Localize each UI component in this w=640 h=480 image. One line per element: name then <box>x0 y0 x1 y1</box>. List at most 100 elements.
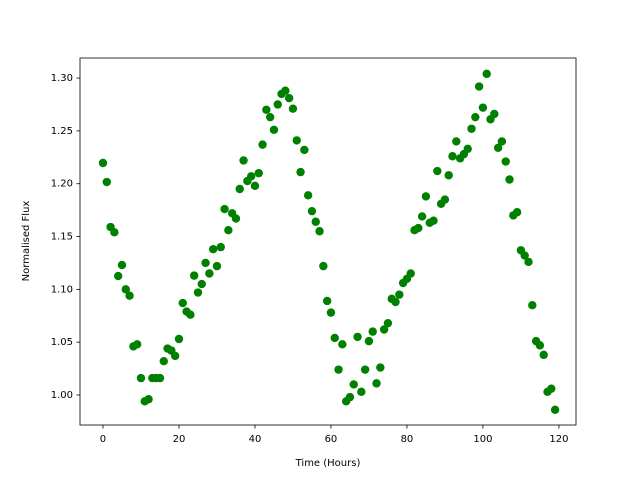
point <box>372 379 381 388</box>
point <box>379 325 389 334</box>
point <box>360 365 370 374</box>
point <box>326 308 336 317</box>
y-tick-label: 1.00 <box>51 390 73 401</box>
point <box>417 212 427 221</box>
point <box>220 204 229 214</box>
point <box>212 261 222 271</box>
point <box>512 208 522 217</box>
point <box>224 225 233 235</box>
point <box>284 93 294 103</box>
point <box>524 257 533 267</box>
point <box>296 167 305 177</box>
point <box>311 217 320 226</box>
point <box>300 145 309 155</box>
point <box>254 168 263 178</box>
x-tick-label: 40 <box>249 434 262 445</box>
point <box>414 223 423 233</box>
y-tick-label: 1.10 <box>51 284 73 295</box>
point <box>205 269 214 278</box>
point <box>170 351 180 361</box>
point <box>307 206 317 216</box>
point <box>357 387 366 397</box>
point <box>186 310 195 319</box>
point <box>474 82 484 91</box>
point <box>113 271 123 281</box>
point <box>497 137 507 146</box>
point <box>421 192 431 201</box>
point <box>144 395 153 404</box>
point <box>353 332 362 342</box>
point <box>246 172 256 181</box>
point <box>235 184 244 194</box>
x-tick-label: 100 <box>473 434 492 445</box>
point <box>125 291 134 300</box>
point <box>201 258 210 268</box>
point <box>467 124 476 133</box>
y-tick-label: 1.05 <box>51 337 73 348</box>
point <box>376 363 385 372</box>
point <box>132 340 142 349</box>
point <box>189 271 199 280</box>
point <box>178 298 187 308</box>
point <box>269 125 279 135</box>
point <box>110 228 119 237</box>
y-tick-label: 1.15 <box>51 232 73 243</box>
point <box>444 171 453 180</box>
point <box>550 405 560 414</box>
point <box>262 105 271 114</box>
y-axis-label: Normalised Flux <box>21 201 32 282</box>
point <box>349 380 358 389</box>
point <box>364 336 374 346</box>
point <box>250 181 260 191</box>
point <box>265 112 275 122</box>
point <box>345 392 355 402</box>
point <box>520 251 529 260</box>
y-tick-label: 1.25 <box>51 126 73 137</box>
point <box>368 327 377 336</box>
point <box>440 195 450 204</box>
point <box>319 261 328 271</box>
point <box>482 69 491 79</box>
y-tick-label: 1.30 <box>51 73 73 84</box>
x-axis-label: Time (Hours) <box>295 458 361 469</box>
point <box>501 157 510 166</box>
x-tick-label: 120 <box>549 434 568 445</box>
point <box>539 350 548 360</box>
point <box>98 158 108 168</box>
point <box>391 297 400 307</box>
point <box>383 318 393 328</box>
point <box>216 242 225 252</box>
point <box>273 100 282 109</box>
point <box>395 290 404 299</box>
point <box>159 356 168 366</box>
point <box>193 288 203 297</box>
point <box>102 177 111 187</box>
point <box>429 216 438 225</box>
x-tick-label: 80 <box>401 434 414 445</box>
point <box>448 152 457 161</box>
point <box>322 296 332 306</box>
point <box>136 373 146 383</box>
point <box>239 156 248 165</box>
point <box>463 144 472 154</box>
y-tick-label: 1.20 <box>51 179 73 190</box>
point <box>330 333 339 343</box>
point <box>433 166 442 176</box>
point <box>478 103 488 112</box>
point <box>117 260 127 270</box>
point <box>547 384 556 393</box>
point <box>471 112 480 122</box>
point <box>258 140 267 149</box>
point <box>493 143 503 152</box>
point <box>197 279 206 289</box>
point <box>406 269 415 278</box>
x-tick-label: 20 <box>173 434 186 445</box>
point <box>334 365 343 374</box>
point <box>174 334 184 344</box>
point <box>292 136 301 145</box>
point <box>338 340 347 349</box>
point <box>528 301 537 310</box>
x-tick-label: 0 <box>100 434 106 445</box>
point <box>155 373 165 383</box>
